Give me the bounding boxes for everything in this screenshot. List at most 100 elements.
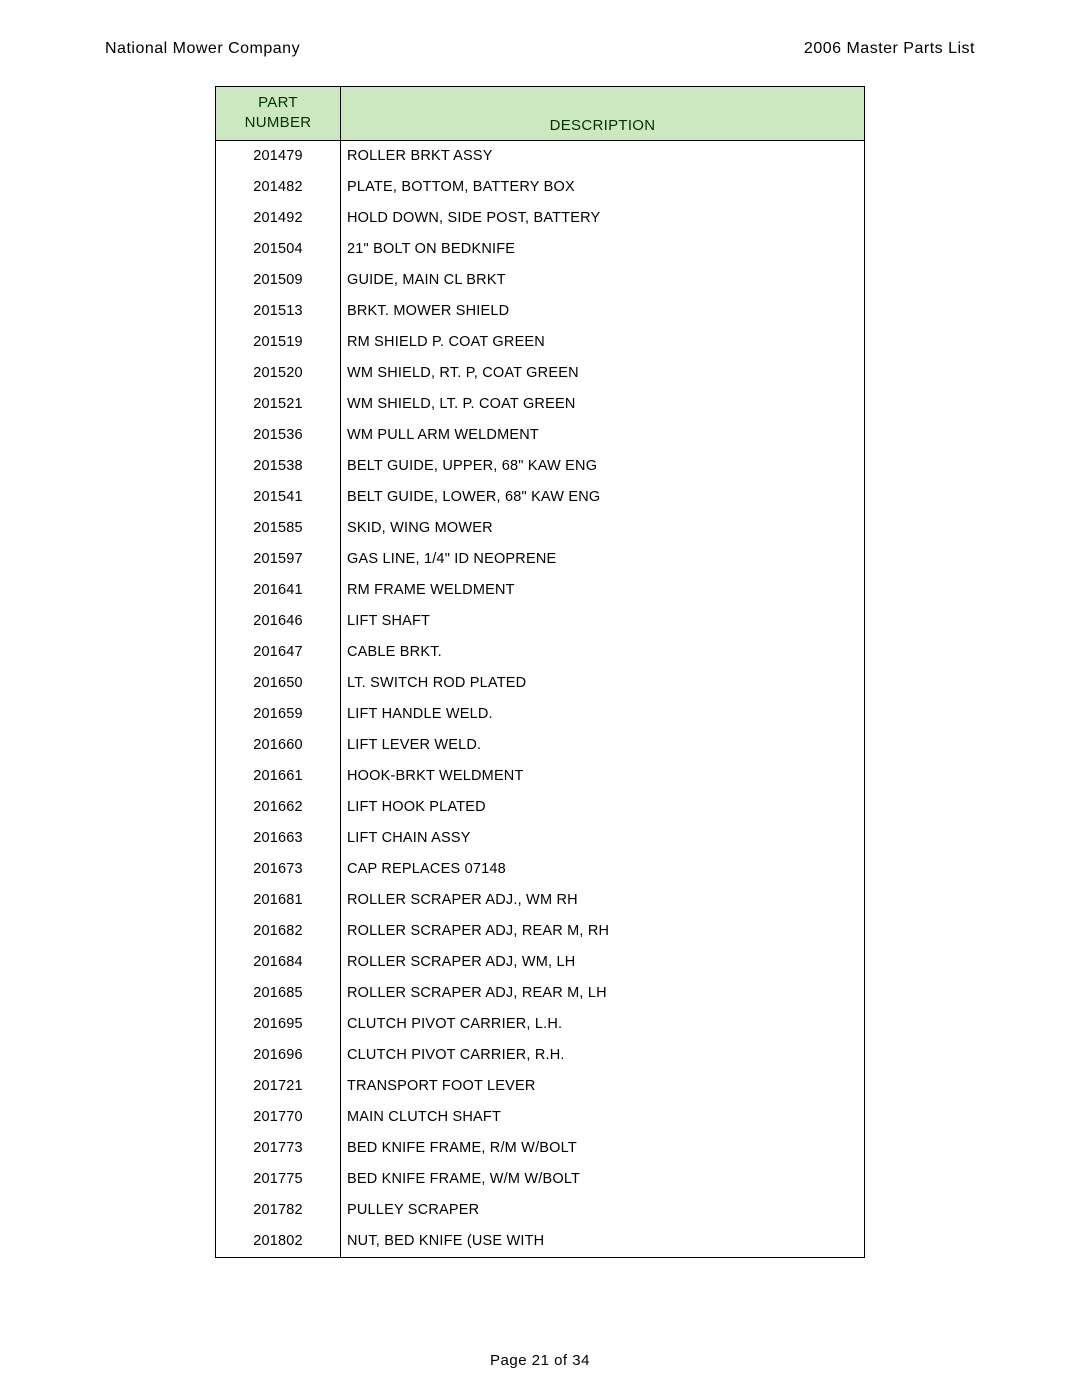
- table-row: 201641RM FRAME WELDMENT: [216, 575, 865, 606]
- table-row: 201661HOOK-BRKT WELDMENT: [216, 761, 865, 792]
- table-row: 201597GAS LINE, 1/4" ID NEOPRENE: [216, 544, 865, 575]
- cell-description: RM FRAME WELDMENT: [341, 575, 865, 606]
- table-row: 201647CABLE BRKT.: [216, 637, 865, 668]
- table-row: 201646LIFT SHAFT: [216, 606, 865, 637]
- cell-part-number: 201597: [216, 544, 341, 575]
- table-row: 201650LT. SWITCH ROD PLATED: [216, 668, 865, 699]
- cell-description: CLUTCH PIVOT CARRIER, L.H.: [341, 1009, 865, 1040]
- page-container: National Mower Company 2006 Master Parts…: [0, 0, 1080, 1258]
- table-row: 201770MAIN CLUTCH SHAFT: [216, 1102, 865, 1133]
- col-header-part-line1: PART: [258, 94, 298, 111]
- parts-table-wrap: PART NUMBER DESCRIPTION 201479ROLLER BRK…: [215, 86, 865, 1258]
- table-row: 201696CLUTCH PIVOT CARRIER, R.H.: [216, 1040, 865, 1071]
- cell-description: BRKT. MOWER SHIELD: [341, 296, 865, 327]
- cell-part-number: 201685: [216, 978, 341, 1009]
- header-left: National Mower Company: [105, 40, 300, 58]
- cell-part-number: 201585: [216, 513, 341, 544]
- table-row: 201721TRANSPORT FOOT LEVER: [216, 1071, 865, 1102]
- cell-part-number: 201661: [216, 761, 341, 792]
- cell-description: WM SHIELD, LT. P. COAT GREEN: [341, 389, 865, 420]
- cell-part-number: 201492: [216, 203, 341, 234]
- table-row: 201513BRKT. MOWER SHIELD: [216, 296, 865, 327]
- cell-description: WM PULL ARM WELDMENT: [341, 420, 865, 451]
- table-row: 201681ROLLER SCRAPER ADJ., WM RH: [216, 885, 865, 916]
- table-row: 201492HOLD DOWN, SIDE POST, BATTERY: [216, 203, 865, 234]
- col-header-part-number: PART NUMBER: [216, 87, 341, 141]
- table-row: 201536WM PULL ARM WELDMENT: [216, 420, 865, 451]
- page-footer: Page 21 of 34: [0, 1352, 1080, 1369]
- cell-part-number: 201660: [216, 730, 341, 761]
- cell-description: GUIDE, MAIN CL BRKT: [341, 265, 865, 296]
- table-row: 201663LIFT CHAIN ASSY: [216, 823, 865, 854]
- cell-description: BED KNIFE FRAME, R/M W/BOLT: [341, 1133, 865, 1164]
- table-row: 201682ROLLER SCRAPER ADJ, REAR M, RH: [216, 916, 865, 947]
- cell-description: MAIN CLUTCH SHAFT: [341, 1102, 865, 1133]
- cell-part-number: 201682: [216, 916, 341, 947]
- cell-description: CAP REPLACES 07148: [341, 854, 865, 885]
- cell-part-number: 201504: [216, 234, 341, 265]
- cell-description: HOOK-BRKT WELDMENT: [341, 761, 865, 792]
- cell-description: CLUTCH PIVOT CARRIER, R.H.: [341, 1040, 865, 1071]
- cell-part-number: 201773: [216, 1133, 341, 1164]
- cell-description: 21" BOLT ON BEDKNIFE: [341, 234, 865, 265]
- cell-part-number: 201673: [216, 854, 341, 885]
- table-row: 201538BELT GUIDE, UPPER, 68" KAW ENG: [216, 451, 865, 482]
- cell-description: ROLLER BRKT ASSY: [341, 140, 865, 172]
- cell-part-number: 201513: [216, 296, 341, 327]
- cell-description: ROLLER SCRAPER ADJ., WM RH: [341, 885, 865, 916]
- cell-description: WM SHIELD, RT. P, COAT GREEN: [341, 358, 865, 389]
- cell-description: TRANSPORT FOOT LEVER: [341, 1071, 865, 1102]
- cell-description: LIFT SHAFT: [341, 606, 865, 637]
- table-row: 201684ROLLER SCRAPER ADJ, WM, LH: [216, 947, 865, 978]
- cell-part-number: 201782: [216, 1195, 341, 1226]
- cell-description: SKID, WING MOWER: [341, 513, 865, 544]
- cell-description: BED KNIFE FRAME, W/M W/BOLT: [341, 1164, 865, 1195]
- cell-part-number: 201521: [216, 389, 341, 420]
- cell-part-number: 201684: [216, 947, 341, 978]
- cell-part-number: 201663: [216, 823, 341, 854]
- table-row: 201519RM SHIELD P. COAT GREEN: [216, 327, 865, 358]
- cell-part-number: 201650: [216, 668, 341, 699]
- cell-description: RM SHIELD P. COAT GREEN: [341, 327, 865, 358]
- page-number: Page 21 of 34: [490, 1352, 590, 1369]
- table-row: 201695CLUTCH PIVOT CARRIER, L.H.: [216, 1009, 865, 1040]
- table-row: 201585SKID, WING MOWER: [216, 513, 865, 544]
- cell-part-number: 201538: [216, 451, 341, 482]
- cell-description: BELT GUIDE, UPPER, 68" KAW ENG: [341, 451, 865, 482]
- cell-part-number: 201641: [216, 575, 341, 606]
- cell-part-number: 201681: [216, 885, 341, 916]
- cell-description: GAS LINE, 1/4" ID NEOPRENE: [341, 544, 865, 575]
- table-row: 201521WM SHIELD, LT. P. COAT GREEN: [216, 389, 865, 420]
- col-header-part-line2: NUMBER: [245, 114, 312, 131]
- cell-part-number: 201536: [216, 420, 341, 451]
- cell-part-number: 201520: [216, 358, 341, 389]
- cell-description: LT. SWITCH ROD PLATED: [341, 668, 865, 699]
- cell-part-number: 201647: [216, 637, 341, 668]
- cell-description: LIFT CHAIN ASSY: [341, 823, 865, 854]
- cell-part-number: 201509: [216, 265, 341, 296]
- cell-description: BELT GUIDE, LOWER, 68" KAW ENG: [341, 482, 865, 513]
- table-row: 201685ROLLER SCRAPER ADJ, REAR M, LH: [216, 978, 865, 1009]
- cell-part-number: 201479: [216, 140, 341, 172]
- table-row: 201660LIFT LEVER WELD.: [216, 730, 865, 761]
- table-header-row: PART NUMBER DESCRIPTION: [216, 87, 865, 141]
- cell-description: LIFT HOOK PLATED: [341, 792, 865, 823]
- cell-part-number: 201695: [216, 1009, 341, 1040]
- cell-description: NUT, BED KNIFE (USE WITH: [341, 1226, 865, 1258]
- cell-description: CABLE BRKT.: [341, 637, 865, 668]
- cell-description: PLATE, BOTTOM, BATTERY BOX: [341, 172, 865, 203]
- table-row: 201482PLATE, BOTTOM, BATTERY BOX: [216, 172, 865, 203]
- header-right: 2006 Master Parts List: [804, 40, 975, 58]
- table-row: 201775BED KNIFE FRAME, W/M W/BOLT: [216, 1164, 865, 1195]
- cell-description: LIFT HANDLE WELD.: [341, 699, 865, 730]
- table-row: 201541BELT GUIDE, LOWER, 68" KAW ENG: [216, 482, 865, 513]
- cell-part-number: 201646: [216, 606, 341, 637]
- cell-part-number: 201541: [216, 482, 341, 513]
- table-row: 201479ROLLER BRKT ASSY: [216, 140, 865, 172]
- table-row: 201662LIFT HOOK PLATED: [216, 792, 865, 823]
- cell-description: LIFT LEVER WELD.: [341, 730, 865, 761]
- cell-part-number: 201696: [216, 1040, 341, 1071]
- page-header: National Mower Company 2006 Master Parts…: [105, 40, 975, 58]
- cell-description: ROLLER SCRAPER ADJ, REAR M, LH: [341, 978, 865, 1009]
- cell-description: ROLLER SCRAPER ADJ, REAR M, RH: [341, 916, 865, 947]
